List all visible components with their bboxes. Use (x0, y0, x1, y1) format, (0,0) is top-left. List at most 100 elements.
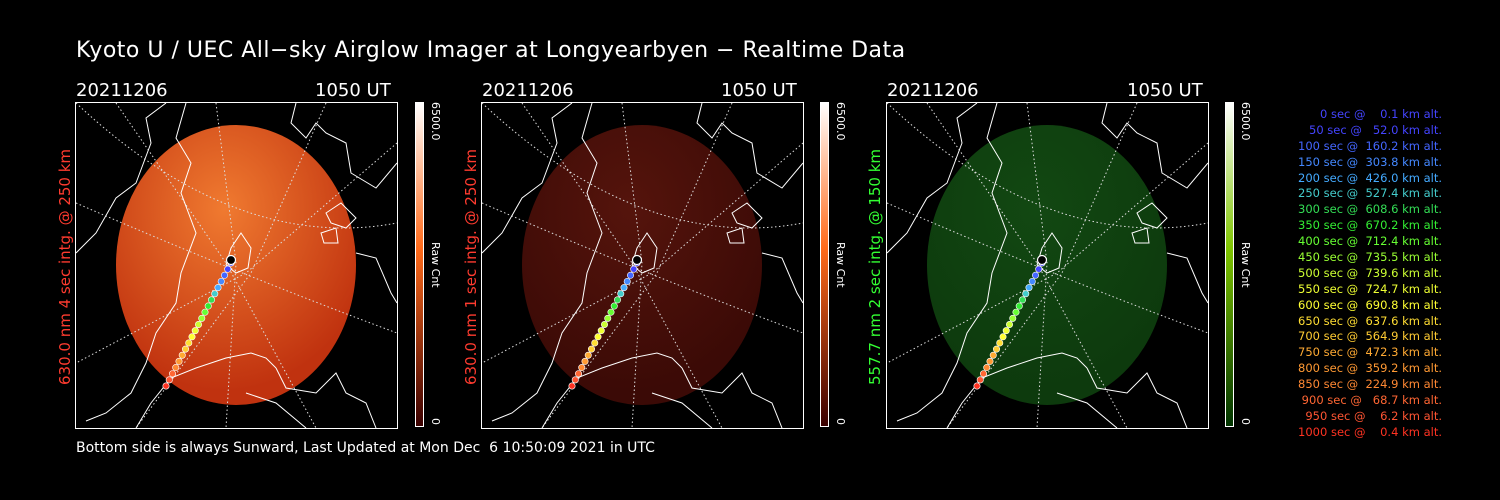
trajectory-point (623, 277, 631, 285)
legend-entry: 450 sec @ 735.5 km alt. (1294, 250, 1442, 265)
trajectory-point (996, 339, 1004, 347)
legend-entry: 500 sec @ 739.6 km alt. (1294, 265, 1442, 280)
legend-entry: 700 sec @ 564.9 km alt. (1294, 329, 1442, 344)
colorbar-title: Raw Cnt (429, 242, 442, 288)
trajectory-point (165, 376, 173, 384)
legend-entry: 1000 sec @ 0.4 km alt. (1298, 424, 1442, 439)
trajectory-point (588, 345, 596, 353)
legend-entry: 150 sec @ 303.8 km alt. (1294, 154, 1442, 169)
trajectory-point (195, 321, 203, 329)
colorbar-title: Raw Cnt (834, 242, 847, 288)
trajectory-point (607, 308, 615, 316)
trajectory-point (169, 370, 177, 378)
legend-entry: 550 sec @ 724.7 km alt. (1294, 281, 1442, 296)
trajectory-point (578, 364, 586, 372)
legend-entry: 950 sec @ 6.2 km alt. (1301, 408, 1442, 423)
coastline (482, 103, 803, 428)
legend-entry: 650 sec @ 637.6 km alt. (1294, 313, 1442, 328)
panel-wavelength-label: 630.0 nm 1 sec intg. @ 250 km (462, 148, 480, 385)
trajectory-point (1012, 308, 1020, 316)
colorbar-max: 6500.0 (429, 102, 442, 141)
trajectory-point (999, 333, 1007, 341)
trajectory-point (989, 351, 997, 359)
legend-entry: 100 sec @ 160.2 km alt. (1294, 138, 1442, 153)
legend-entry: 300 sec @ 608.6 km alt. (1294, 202, 1442, 217)
airglow-disc (116, 125, 356, 405)
legend-entry: 200 sec @ 426.0 km alt. (1294, 170, 1442, 185)
trajectory-point (1035, 265, 1043, 273)
trajectory-point (191, 327, 199, 335)
trajectory-point (201, 308, 209, 316)
trajectory-point (604, 314, 612, 322)
legend-entry: 0 sec @ 0.1 km alt. (1309, 107, 1442, 121)
legend-entry: 850 sec @ 224.9 km alt. (1294, 377, 1442, 392)
station-marker (1036, 254, 1048, 266)
trajectory-point (224, 265, 232, 273)
trajectory-point (594, 333, 602, 341)
legend-entry: 400 sec @ 712.4 km alt. (1294, 234, 1442, 249)
map-svg (887, 103, 1208, 428)
colorbar-max: 6500.0 (834, 102, 847, 141)
trajectory-point (627, 271, 635, 279)
trajectory-point (217, 277, 225, 285)
trajectory-point (973, 382, 981, 390)
trajectory-point (204, 302, 212, 310)
panel-wavelength-label: 630.0 nm 4 sec intg. @ 250 km (56, 148, 74, 385)
trajectory-point (620, 284, 628, 292)
trajectory-point (983, 364, 991, 372)
trajectory-point (610, 302, 618, 310)
legend-entry: 350 sec @ 670.2 km alt. (1294, 218, 1442, 233)
trajectory-point (211, 290, 219, 298)
station-marker (631, 254, 643, 266)
coastline (887, 103, 1208, 428)
trajectory-point (1002, 327, 1010, 335)
colorbar-title: Raw Cnt (1239, 242, 1252, 288)
colorbar-min: 0 (1239, 418, 1252, 425)
trajectory-legend: 0 sec @ 0.1 km alt. 50 sec @ 52.0 km alt… (1262, 107, 1442, 441)
trajectory-point (591, 339, 599, 347)
trajectory-point (162, 382, 170, 390)
trajectory-point (175, 357, 183, 365)
legend-entry: 750 sec @ 472.3 km alt. (1294, 345, 1442, 360)
trajectory-point (1025, 284, 1033, 292)
colorbar (415, 102, 424, 427)
colorbar-min: 0 (429, 418, 442, 425)
trajectory-point (571, 376, 579, 384)
panel-date: 20211206 (482, 80, 574, 101)
trajectory-point (584, 351, 592, 359)
panel-time: 1050 UT (721, 80, 797, 101)
colorbar-min: 0 (834, 418, 847, 425)
trajectory-point (182, 345, 190, 353)
coastline (76, 103, 397, 428)
panel-time: 1050 UT (1127, 80, 1203, 101)
trajectory-point (172, 364, 180, 372)
trajectory-point (1015, 302, 1023, 310)
page-title: Kyoto U / UEC All−sky Airglow Imager at … (76, 38, 906, 63)
trajectory-point (1009, 314, 1017, 322)
trajectory-point (1032, 271, 1040, 279)
trajectory-point (221, 271, 229, 279)
lat-lon-grid (76, 103, 397, 428)
trajectory-point (630, 265, 638, 273)
lat-lon-grid (482, 103, 803, 428)
colorbar (1225, 102, 1234, 427)
lat-lon-grid (887, 103, 1208, 428)
trajectory-point (214, 284, 222, 292)
trajectory-point (597, 327, 605, 335)
trajectory-point (980, 370, 988, 378)
legend-entry: 900 sec @ 68.7 km alt. (1298, 393, 1442, 408)
map-svg (482, 103, 803, 428)
trajectory-point (188, 333, 196, 341)
allsky-image (481, 102, 804, 429)
colorbar (820, 102, 829, 427)
footer-status: Bottom side is always Sunward, Last Upda… (76, 440, 655, 456)
legend-entry: 50 sec @ 52.0 km alt. (1301, 122, 1442, 137)
trajectory-point (1022, 290, 1030, 298)
trajectory-point (568, 382, 576, 390)
panel-date: 20211206 (76, 80, 168, 101)
trajectory-point (1006, 321, 1014, 329)
trajectory-point (178, 351, 186, 359)
trajectory-point (617, 290, 625, 298)
legend-entry: 600 sec @ 690.8 km alt. (1294, 297, 1442, 312)
trajectory-point (1028, 277, 1036, 285)
